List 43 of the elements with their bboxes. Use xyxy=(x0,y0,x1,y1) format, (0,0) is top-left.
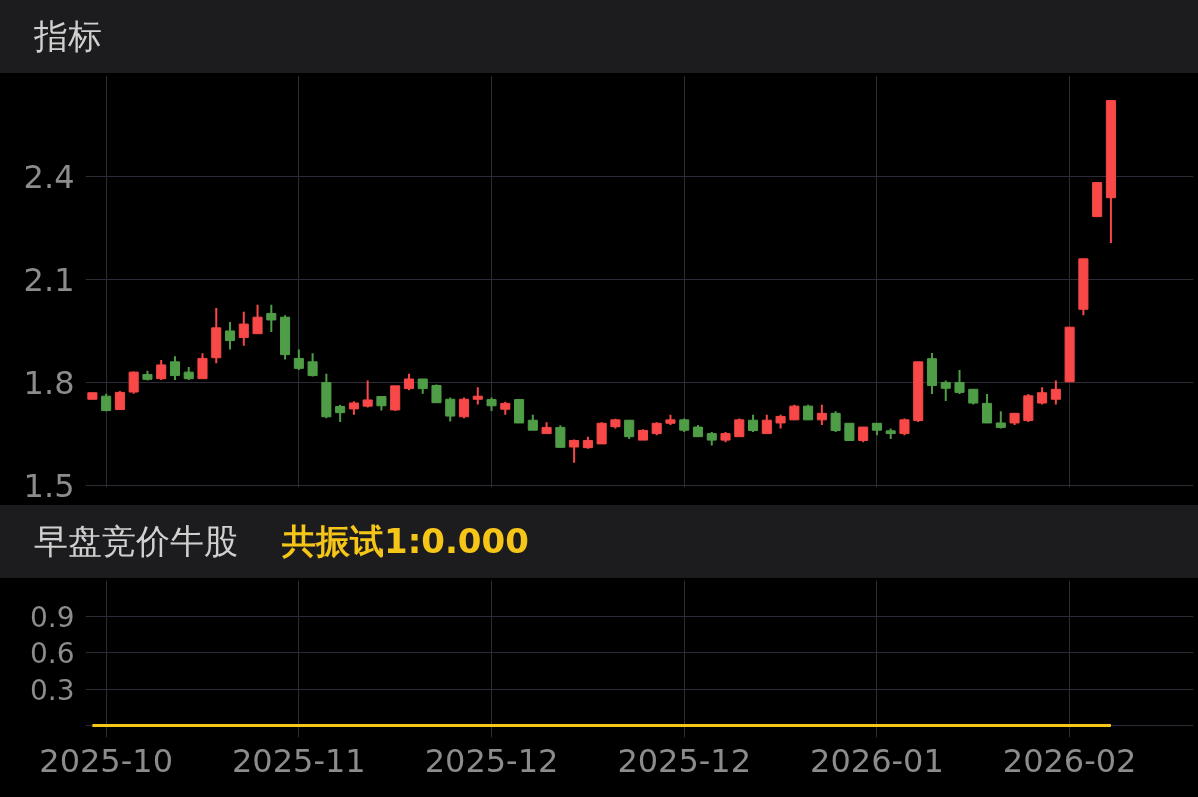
y-tick-label: 2.4 xyxy=(23,158,75,197)
candlestick xyxy=(197,352,208,380)
candlestick xyxy=(1050,379,1061,406)
y-tick-label: 1.5 xyxy=(23,467,75,506)
x-tick-label: 2025-10 xyxy=(39,741,173,780)
candlestick xyxy=(816,403,827,427)
chart-subtitle: 共振试1:0.000 xyxy=(282,521,529,561)
candlestick xyxy=(624,419,635,441)
candlestick xyxy=(940,379,951,402)
candlestick xyxy=(293,348,304,372)
candlestick xyxy=(458,396,470,420)
chart-title: 早盘竞价牛股 xyxy=(34,521,238,561)
chart-title: 指标 xyxy=(34,16,102,56)
candlestick xyxy=(307,352,318,378)
x-tick-label: 2025-12 xyxy=(424,741,559,780)
x-tick-label: 2026-01 xyxy=(810,741,944,780)
y-tick-label: 1.8 xyxy=(23,364,75,403)
x-tick-label: 2025-12 xyxy=(617,741,752,780)
candlestick xyxy=(238,310,249,347)
y-tick-label: 2.1 xyxy=(23,261,75,300)
y-tick-label: 0.9 xyxy=(29,601,75,635)
candlestick xyxy=(734,417,745,438)
candlestick xyxy=(569,438,580,464)
candlestick xyxy=(830,410,841,433)
candlestick xyxy=(128,370,139,395)
x-tick-label: 2026-02 xyxy=(1002,741,1137,780)
candlestick xyxy=(224,321,236,351)
y-tick-label: 0.3 xyxy=(29,673,75,707)
candlestick xyxy=(982,393,993,424)
x-tick-label: 2025-11 xyxy=(231,741,366,780)
candlestick xyxy=(266,303,277,333)
candlestick xyxy=(596,421,607,445)
candlestick xyxy=(114,390,125,411)
candlestick xyxy=(514,399,525,424)
y-tick-label: 0.6 xyxy=(29,637,75,671)
candlestick xyxy=(156,359,167,382)
candlestick xyxy=(252,303,263,335)
candlestick xyxy=(555,424,566,449)
candlestick xyxy=(362,379,373,409)
candlestick xyxy=(954,369,965,396)
candlestick xyxy=(169,355,181,382)
candlestick xyxy=(445,396,456,423)
candlestick xyxy=(761,413,772,435)
